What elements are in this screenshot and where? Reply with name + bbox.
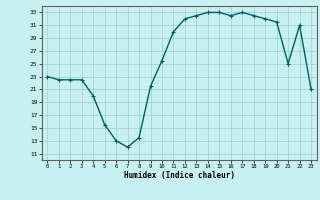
X-axis label: Humidex (Indice chaleur): Humidex (Indice chaleur) (124, 171, 235, 180)
